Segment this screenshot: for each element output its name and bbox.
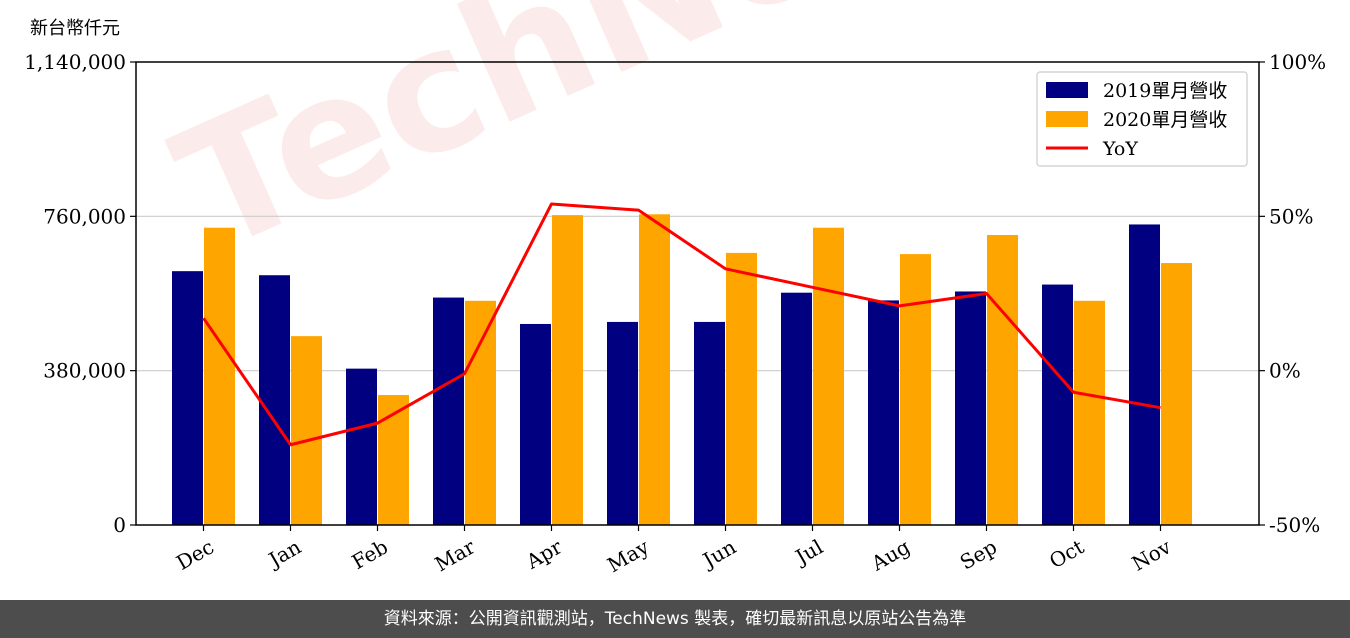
x-tick-label: Feb	[348, 535, 392, 574]
legend-label: 2020單月營收	[1103, 109, 1227, 131]
x-tick-label: Jan	[263, 534, 305, 572]
bar-2019-jan	[259, 275, 290, 525]
y2-tick-label: -50%	[1269, 513, 1320, 537]
bar-2020-nov	[1161, 263, 1192, 525]
bar-2019-mar	[433, 297, 464, 525]
x-tick-label: Oct	[1045, 535, 1088, 574]
legend-swatch	[1046, 82, 1088, 98]
bar-line-chart: 0 380,000 760,000 1,140,000 -50% 0% 50% 100% Dec…	[24, 50, 1326, 577]
y-axis-unit-label: 新台幣仟元	[30, 18, 120, 39]
y-tick-label: 760,000	[43, 204, 126, 228]
plot-frame	[135, 61, 1260, 526]
bar-2019-jun	[694, 321, 725, 525]
legend-swatch	[1046, 111, 1088, 127]
bar-2020-dec	[204, 227, 235, 525]
bar-2020-apr	[552, 215, 583, 525]
source-footer: 資料來源：公開資訊觀測站，TechNews 製表，確切最新訊息以原站公告為準	[0, 600, 1350, 638]
bar-2020-may	[639, 214, 670, 526]
y2-tick-label: 100%	[1269, 50, 1326, 74]
x-tick-label: Aug	[866, 534, 914, 575]
legend-label: 2019單月營收	[1103, 80, 1227, 102]
y2-tick-label: 50%	[1269, 204, 1313, 228]
bar-2019-sep	[955, 291, 986, 525]
x-tick-label: Jul	[790, 535, 827, 570]
bar-2019-dec	[172, 271, 203, 525]
bar-2020-mar	[465, 300, 496, 525]
bar-2020-jun	[726, 252, 757, 525]
bar-2019-jul	[781, 292, 812, 525]
y2-tick-label: 0%	[1269, 359, 1301, 383]
bar-2020-jul	[813, 227, 844, 525]
legend-label: YoY	[1102, 138, 1138, 160]
x-tick-label: Dec	[172, 535, 218, 575]
bar-2020-jan	[291, 336, 322, 525]
y-tick-label: 380,000	[43, 359, 126, 383]
x-tick-label: Jun	[697, 534, 740, 573]
x-tick-label: May	[603, 534, 653, 577]
bar-2020-aug	[900, 254, 931, 526]
y-tick-label: 0	[113, 513, 126, 537]
bar-2019-nov	[1129, 224, 1160, 525]
yoy-line	[202, 202, 1161, 447]
y-tick-label: 1,140,000	[24, 50, 126, 74]
x-tick-label: Nov	[1128, 534, 1176, 576]
bar-2020-oct	[1074, 300, 1105, 525]
bar-2020-feb	[378, 395, 409, 525]
x-tick-label: Mar	[431, 534, 480, 576]
bar-2019-apr	[520, 323, 551, 525]
x-tick-label: Sep	[956, 535, 1001, 575]
bar-2019-feb	[346, 368, 377, 525]
legend-box	[1036, 71, 1248, 167]
bar-2019-oct	[1042, 284, 1073, 525]
x-tick-label: Apr	[521, 534, 566, 574]
bar-2019-aug	[868, 300, 899, 525]
bar-2019-may	[607, 321, 638, 525]
bar-2020-sep	[987, 235, 1018, 525]
